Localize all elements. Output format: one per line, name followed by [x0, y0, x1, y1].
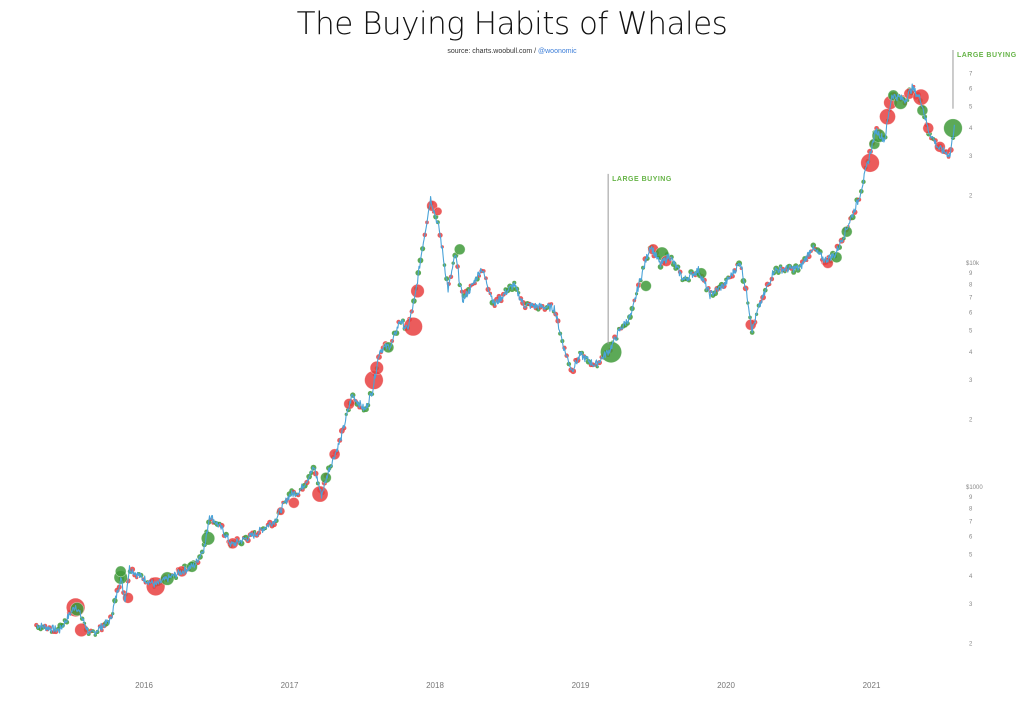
y-tick-label: $10k: [966, 261, 980, 267]
x-tick-label: 2019: [572, 681, 590, 690]
chart-title: The Buying Habits of Whales: [296, 6, 728, 42]
y-tick-label: 8: [969, 283, 973, 289]
y-tick-label: 4: [969, 126, 973, 132]
y-tick-label: 9: [969, 271, 973, 277]
whale-buy-bubble: [841, 225, 853, 238]
x-tick-label: 2020: [717, 681, 735, 690]
x-tick-label: 2018: [426, 681, 444, 690]
y-tick-label: 5: [969, 328, 973, 334]
x-tick-label: 2017: [281, 681, 299, 690]
y-tick-label: 8: [969, 507, 973, 513]
y-tick-label: 6: [969, 535, 973, 541]
y-tick-label: 2: [969, 642, 973, 648]
y-tick-label: 6: [969, 87, 973, 93]
whale-sell-bubble: [860, 153, 880, 173]
y-tick-label: 2: [969, 194, 973, 200]
y-tick-label: 3: [969, 378, 973, 384]
author-handle-link[interactable]: @woonomic: [538, 48, 577, 55]
x-tick-label: 2016: [135, 681, 153, 690]
whale-sell-bubble: [288, 497, 300, 509]
annotation-label: LARGE BUYING: [957, 52, 1017, 59]
y-tick-label: 4: [969, 350, 973, 356]
y-tick-label: 3: [969, 602, 973, 608]
y-tick-label: 7: [969, 520, 973, 526]
whale-sell-bubble: [410, 283, 425, 298]
whale-buy-bubble: [916, 104, 929, 117]
whale-buy-bubble: [640, 280, 652, 292]
whale-buy-bubble: [600, 341, 622, 364]
y-tick-label: 3: [969, 154, 973, 160]
y-tick-label: $1000: [966, 485, 983, 491]
whale-buy-bubble: [115, 565, 127, 578]
source-text: source: charts.woobull.com /: [447, 48, 539, 55]
annotation-label: LARGE BUYING: [612, 176, 672, 183]
whale-buy-bubble: [454, 243, 466, 256]
y-tick-label: 7: [969, 72, 973, 78]
price-line: [36, 83, 955, 636]
y-tick-label: 5: [969, 104, 973, 110]
y-tick-label: 5: [969, 552, 973, 558]
whale-buy-bubble: [201, 531, 216, 546]
chart-subtitle: source: charts.woobull.com / @woonomic: [0, 48, 1024, 55]
y-tick-label: 4: [969, 574, 973, 580]
y-tick-label: 7: [969, 296, 973, 302]
x-tick-label: 2021: [863, 681, 881, 690]
y-tick-label: 2: [969, 418, 973, 424]
y-tick-label: 9: [969, 495, 973, 501]
y-tick-label: 6: [969, 311, 973, 317]
